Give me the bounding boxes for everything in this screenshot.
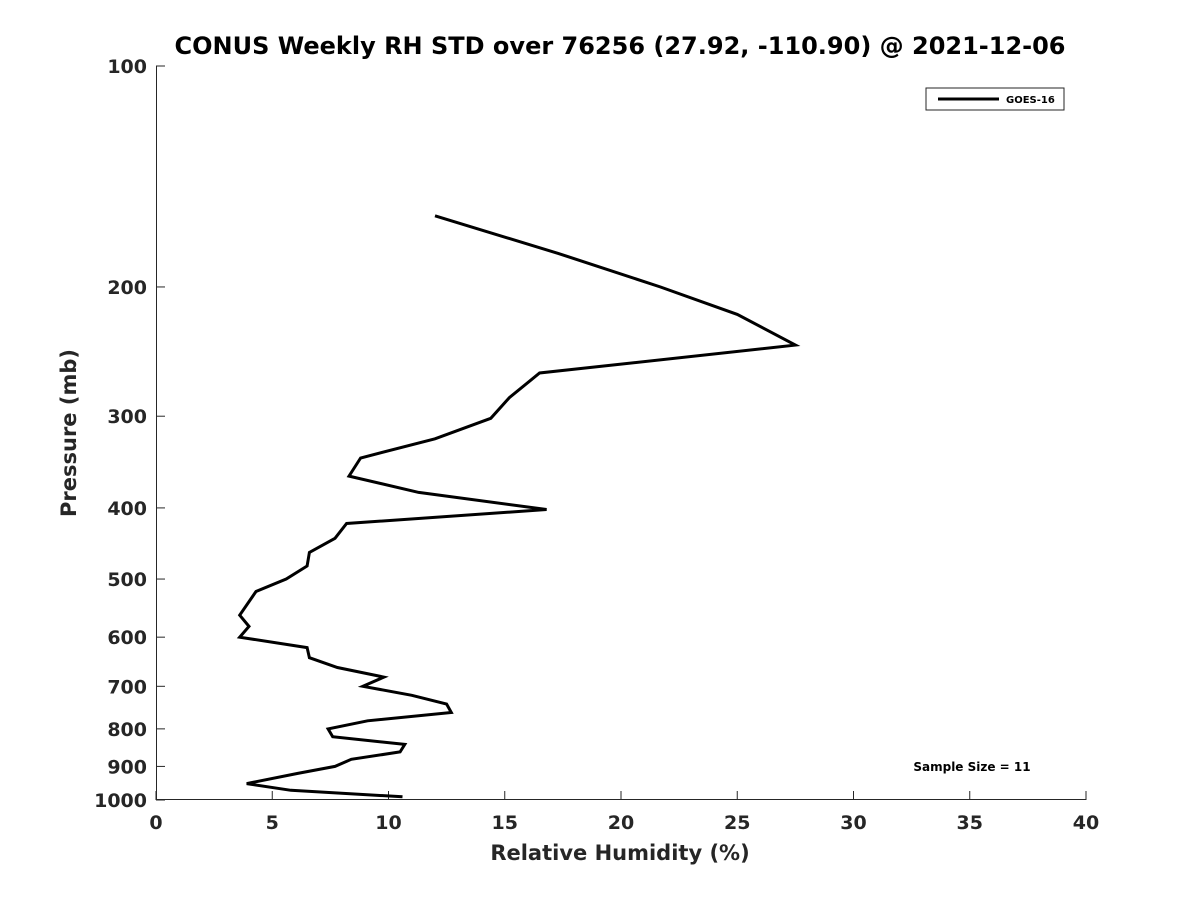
x-tick-label: 5: [266, 812, 279, 834]
y-tick-label: 600: [107, 627, 147, 649]
sample-size-annotation: Sample Size = 11: [913, 760, 1030, 774]
legend-label-goes-16: GOES-16: [1006, 95, 1055, 106]
y-tick-label: 100: [107, 56, 147, 78]
x-tick-label: 35: [957, 812, 983, 834]
x-tick-label: 40: [1073, 812, 1099, 834]
y-tick-label: 300: [107, 406, 147, 428]
x-tick-label: 20: [608, 812, 634, 834]
chart-title: CONUS Weekly RH STD over 76256 (27.92, -…: [174, 32, 1065, 60]
y-tick-label: 200: [107, 277, 147, 299]
y-axis-ticks: 100 200 300 400 500 600 700 800 900 1000: [94, 56, 165, 812]
y-tick-label: 500: [107, 569, 147, 591]
series-line-goes-16: [236, 214, 801, 799]
y-tick-label: 900: [107, 756, 147, 778]
x-tick-label: 25: [724, 812, 750, 834]
x-tick-label: 0: [149, 812, 162, 834]
x-axis-label: Relative Humidity (%): [490, 841, 749, 865]
y-tick-label: 800: [107, 719, 147, 741]
y-tick-label: 1000: [94, 790, 147, 812]
x-axis-ticks: 0 5 10 15 20 25 30 35 40: [149, 791, 1099, 834]
legend: GOES-16: [925, 87, 1065, 111]
y-tick-label: 700: [107, 676, 147, 698]
y-tick-label: 400: [107, 498, 147, 520]
y-axis-label: Pressure (mb): [57, 349, 81, 517]
plot-axes: [156, 66, 1086, 800]
x-tick-label: 10: [375, 812, 401, 834]
x-tick-label: 30: [840, 812, 866, 834]
x-tick-label: 15: [492, 812, 518, 834]
series-lines: [236, 214, 801, 799]
